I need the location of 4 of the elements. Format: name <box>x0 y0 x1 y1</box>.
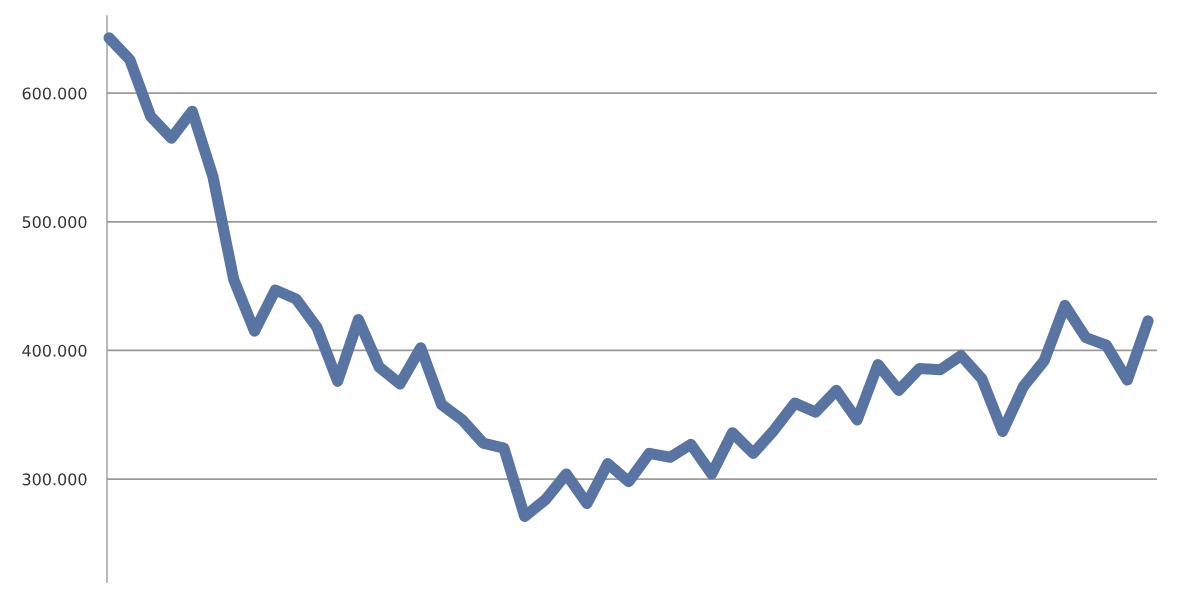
y-tick-label: 500.000 <box>22 216 87 229</box>
y-tick-label: 300.000 <box>22 473 87 486</box>
y-tick-label: 600.000 <box>22 87 87 100</box>
y-tick-label: 400.000 <box>22 344 87 357</box>
